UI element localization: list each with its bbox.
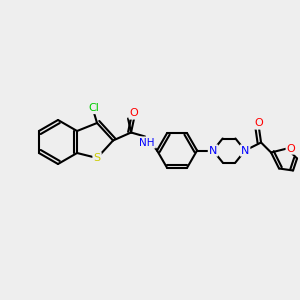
Text: O: O — [130, 109, 138, 118]
Text: S: S — [94, 153, 100, 163]
Text: N: N — [241, 146, 249, 155]
Text: O: O — [255, 118, 263, 128]
Text: N: N — [209, 146, 217, 155]
Text: NH: NH — [139, 137, 155, 148]
Text: Cl: Cl — [88, 103, 100, 113]
Text: O: O — [287, 143, 296, 154]
